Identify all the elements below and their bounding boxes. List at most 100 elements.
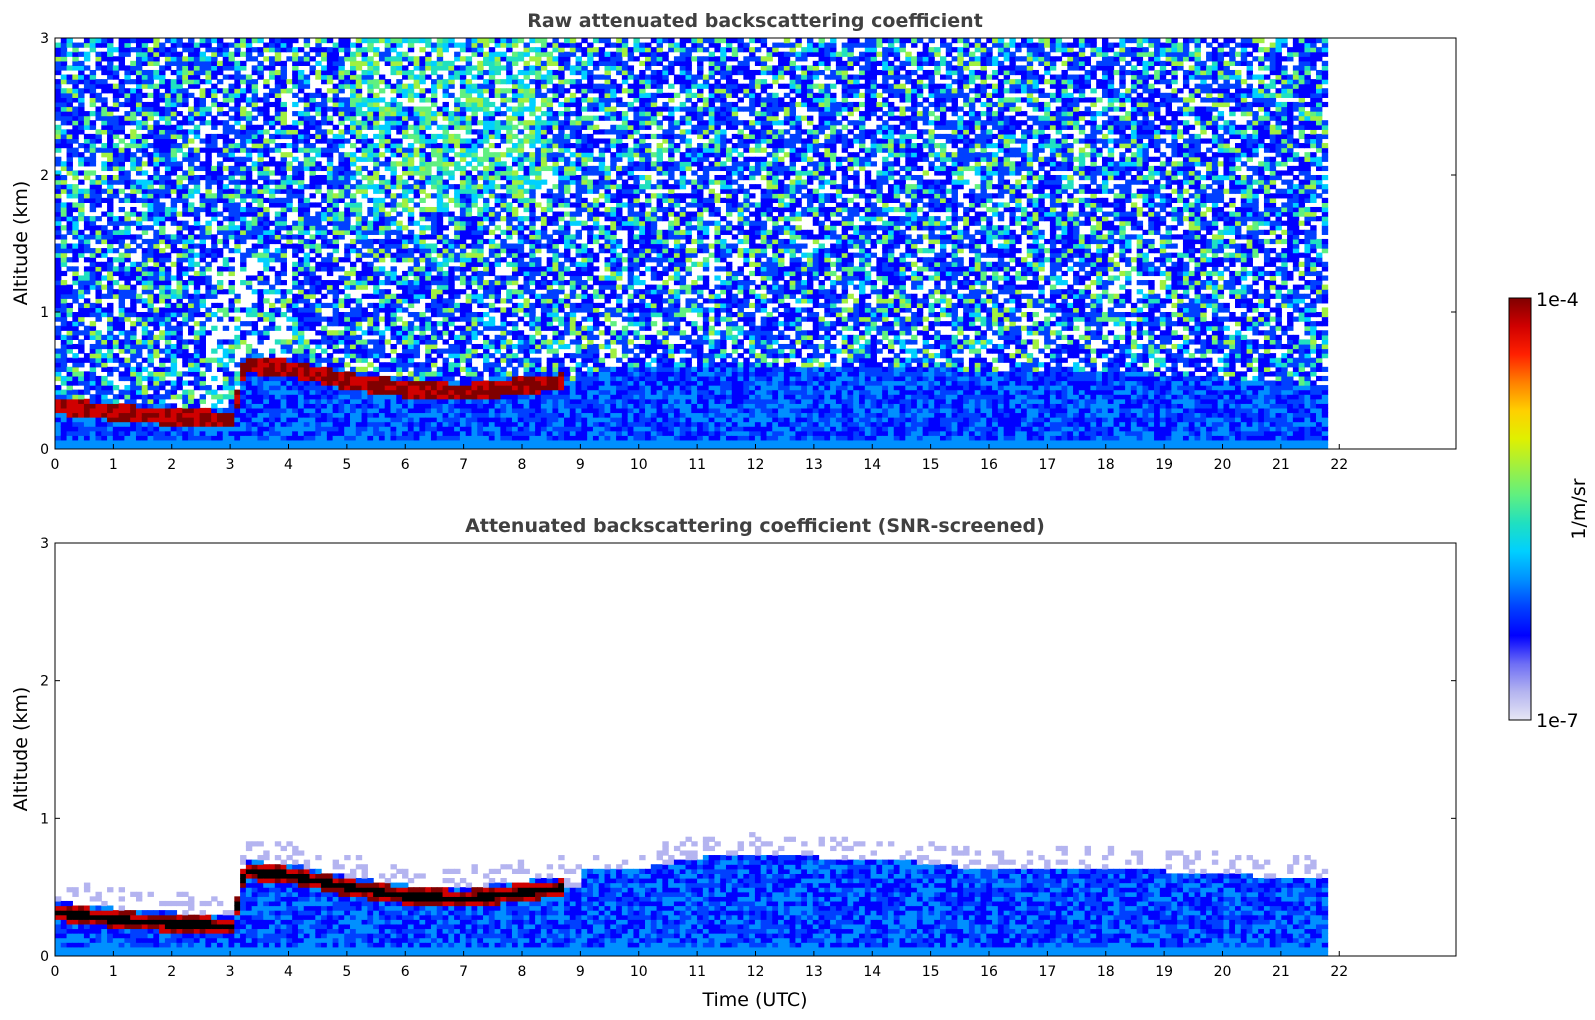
heatmap-cell [216,51,224,57]
heatmap-cell [430,83,438,89]
heatmap-cell [72,293,79,299]
heatmap-cell [193,421,201,427]
heatmap-cell [159,417,166,423]
heatmap-cell [55,42,62,48]
heatmap-cell [274,133,282,140]
heatmap-cell [95,380,102,386]
heatmap-cell [280,407,287,414]
heatmap-cell [425,403,432,409]
heatmap-cell [425,248,432,254]
heatmap-cell [55,156,62,162]
heatmap-cell [390,111,397,117]
heatmap-cell [315,220,322,226]
heatmap-cell [332,234,340,240]
heatmap-cell [257,225,264,231]
heatmap-cell [153,430,160,436]
heatmap-cell [222,307,230,313]
heatmap-cell [292,65,299,71]
heatmap-cell [66,229,73,235]
heatmap-cell [234,47,241,53]
heatmap-cell [292,101,299,108]
heatmap-cell [107,357,114,363]
heatmap-cell [269,60,276,66]
heatmap-cell [130,435,137,441]
heatmap-cell [118,293,126,299]
heatmap-cell [153,293,160,299]
heatmap-cell [465,444,473,449]
heatmap-cell [107,234,114,240]
heatmap-cell [436,412,444,418]
heatmap-cell [199,257,206,263]
heatmap-cell [159,51,166,57]
heatmap-cell [419,243,426,249]
heatmap-cell [240,133,247,140]
heatmap-cell [66,375,73,382]
heatmap-cell [130,439,137,446]
heatmap-cell [297,225,305,231]
heatmap-cell [338,403,345,409]
heatmap-cell [216,362,224,368]
heatmap-cell [286,225,293,231]
heatmap-cell [164,421,172,427]
heatmap-cell [309,243,316,249]
heatmap-cell [170,56,178,62]
heatmap-cell [228,343,235,350]
heatmap-cell [355,380,363,386]
heatmap-cell [176,312,183,318]
heatmap-cell [321,389,328,395]
heatmap-cell [350,394,357,400]
heatmap-cell [257,417,264,423]
heatmap-cell [251,234,259,240]
heatmap-cell [135,380,143,386]
heatmap-cell [280,165,287,172]
heatmap-cell [442,38,449,44]
heatmap-cell [355,238,363,245]
heatmap-cell [355,156,363,162]
heatmap-cell [78,307,85,313]
heatmap-cell [141,248,149,254]
heatmap-cell [141,229,149,235]
heatmap-cell [303,211,311,217]
heatmap-cell [396,435,403,441]
heatmap-cell [396,334,403,340]
heatmap-cell [448,120,455,126]
heatmap-cell [442,42,449,48]
heatmap-cell [234,106,241,112]
heatmap-cell [130,133,137,140]
heatmap-cell [101,124,108,130]
heatmap-cell [60,106,68,112]
heatmap-cell [78,398,85,404]
heatmap-cell [373,430,380,436]
heatmap-cell [193,430,201,436]
heatmap-cell [269,385,276,391]
heatmap-cell [396,366,403,372]
heatmap-cell [199,51,206,57]
heatmap-cell [309,426,316,432]
heatmap-cell [332,321,340,327]
heatmap-cell [361,143,368,149]
heatmap-cell [159,266,166,272]
heatmap-cell [373,197,380,203]
heatmap-cell [251,389,259,395]
heatmap-cell [176,92,183,98]
heatmap-cell [170,435,178,441]
heatmap-cell [199,325,206,331]
heatmap-cell [124,334,131,340]
heatmap-cell [263,330,270,336]
heatmap-cell [159,430,166,436]
heatmap-cell [147,129,154,135]
heatmap-cell [60,421,68,427]
heatmap-cell [147,316,154,322]
heatmap-cell [396,42,403,48]
heatmap-cell [182,120,189,126]
heatmap-cell [188,316,195,322]
heatmap-cell [112,220,120,226]
heatmap-cell [107,147,114,153]
heatmap-cell [222,188,230,194]
heatmap-cell [83,88,91,94]
heatmap-cell [222,394,230,400]
heatmap-cell [164,83,172,89]
heatmap-cell [332,375,340,382]
heatmap-cell [193,97,201,103]
heatmap-cell [188,298,195,304]
